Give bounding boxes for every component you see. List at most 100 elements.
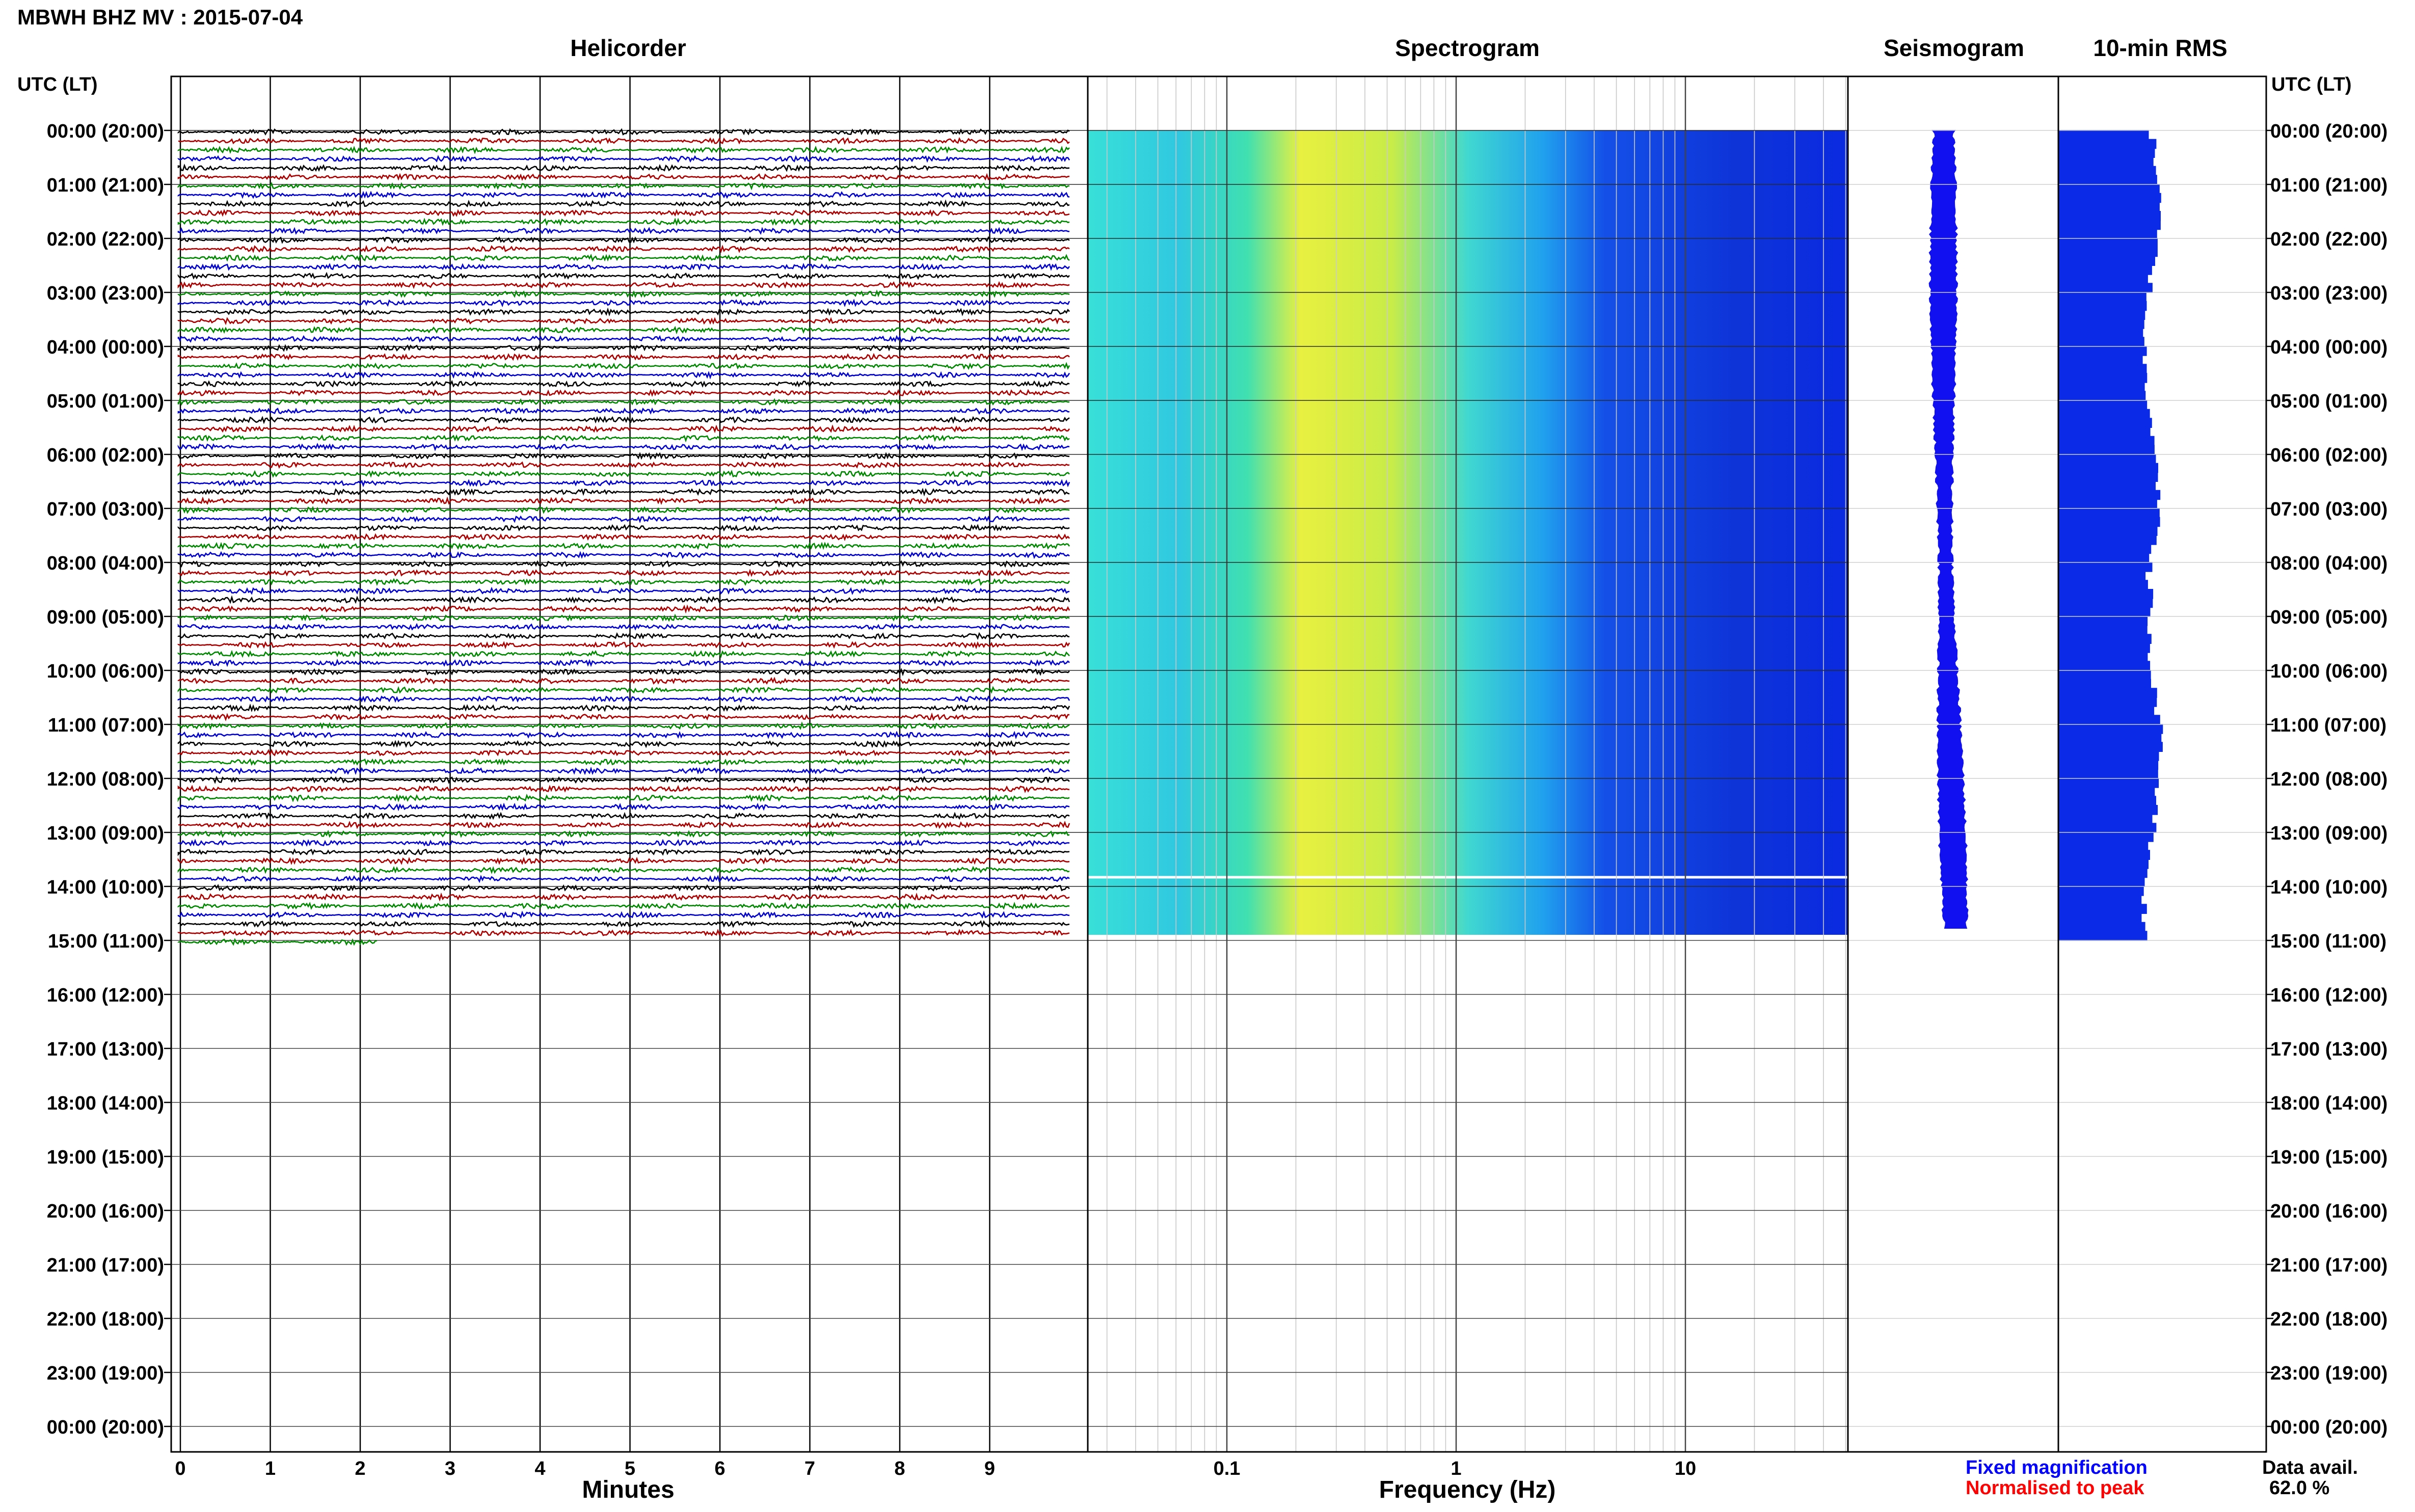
seismogram-trace	[1928, 130, 1969, 929]
helicorder-trace-line	[177, 469, 1070, 478]
helicorder-trace-line	[177, 632, 1070, 640]
time-label-right: 13:00 (09:00)	[2270, 823, 2387, 844]
minute-tick-label: 5	[625, 1458, 635, 1479]
helicorder-trace-line	[177, 848, 1070, 856]
helicorder-trace-line	[177, 613, 1070, 622]
helicorder-trace-line	[177, 299, 1070, 308]
helicorder-trace-line	[177, 668, 1070, 677]
time-label-right: 03:00 (23:00)	[2270, 283, 2387, 304]
minute-tick-label: 4	[534, 1458, 545, 1479]
time-label-left: 11:00 (07:00)	[48, 715, 164, 736]
helicorder-trace-line	[177, 875, 1070, 883]
helicorder-trace-line	[177, 524, 1070, 532]
time-label-right: 09:00 (05:00)	[2270, 607, 2387, 628]
time-label-right: 05:00 (01:00)	[2270, 391, 2387, 412]
panel-title-spectrogram: Spectrogram	[1395, 35, 1540, 61]
helicorder-trace-line	[177, 155, 1070, 163]
helicorder-trace-line	[177, 775, 1070, 785]
frequency-tick-label: 10	[1675, 1458, 1696, 1479]
helicorder-trace-line	[177, 542, 1070, 550]
helicorder-trace-line	[177, 766, 1070, 775]
helicorder-trace-line	[177, 289, 1070, 299]
time-label-left: 19:00 (15:00)	[47, 1147, 164, 1168]
helicorder-trace-line	[177, 253, 1070, 262]
helicorder-trace-line	[177, 370, 1070, 380]
helicorder-trace-line	[177, 407, 1070, 415]
helicorder-trace-line	[177, 929, 1070, 937]
helicorder-trace-line	[177, 650, 1070, 658]
helicorder-trace-line	[177, 802, 1070, 812]
time-label-right: 00:00 (20:00)	[2270, 1417, 2387, 1438]
time-label-right: 04:00 (00:00)	[2270, 337, 2387, 358]
helicorder-trace-line	[177, 658, 1070, 667]
helicorder-trace-line	[177, 173, 1070, 181]
helicorder-trace-line	[177, 344, 1070, 352]
data-availability-label: Data avail.	[2262, 1457, 2358, 1478]
helicorder-trace-line	[177, 731, 1070, 740]
minute-tick-label: 9	[984, 1458, 995, 1479]
helicorder-trace-line	[177, 623, 1070, 631]
helicorder-trace-line	[177, 785, 1070, 793]
time-label-left: 01:00 (21:00)	[47, 175, 164, 196]
axis-labels: 00:00 (20:00) 00:00 (20:00) 01:00 (21:00) 0…	[47, 121, 2388, 1479]
helicorder-trace-line	[177, 686, 1070, 694]
helicorder-trace-line	[177, 856, 1070, 866]
helicorder-trace-line	[177, 317, 1070, 326]
helicorder-trace-line	[177, 434, 1070, 443]
helicorder-trace-line	[177, 199, 1070, 208]
helicorder-trace-line	[177, 181, 1069, 191]
helicorder-trace-line	[177, 794, 1070, 802]
time-label-right: 12:00 (08:00)	[2270, 769, 2387, 790]
time-label-left: 22:00 (18:00)	[47, 1309, 164, 1330]
minute-tick-label: 2	[355, 1458, 365, 1479]
panel-title-rms: 10-min RMS	[2093, 35, 2227, 61]
time-label-right: 19:00 (15:00)	[2270, 1147, 2387, 1168]
time-label-left: 12:00 (08:00)	[47, 769, 164, 790]
utc-lt-label-left: UTC (LT)	[17, 74, 98, 95]
helicorder-trace-line	[177, 884, 1070, 892]
time-label-left: 07:00 (03:00)	[47, 499, 164, 520]
frequency-tick-label: 0.1	[1214, 1458, 1241, 1479]
helicorder-trace-line	[177, 496, 1070, 505]
panel-frame	[2057, 75, 2267, 1453]
time-label-right: 14:00 (10:00)	[2270, 877, 2387, 898]
helicorder-trace-line	[178, 137, 1070, 145]
helicorder-trace-line	[177, 910, 1070, 919]
helicorder-trace-line	[177, 695, 1070, 703]
helicorder-trace-line	[177, 569, 1070, 577]
xlabel-minutes: Minutes	[582, 1476, 674, 1503]
helicorder-trace-line	[177, 839, 1070, 847]
time-label-right: 16:00 (12:00)	[2270, 985, 2387, 1006]
minute-tick-label: 8	[894, 1458, 905, 1479]
data-availability-value: 62.0 %	[2269, 1477, 2329, 1499]
helicorder-trace-line	[177, 595, 1070, 605]
minute-tick-label: 1	[265, 1458, 276, 1479]
time-label-left: 20:00 (16:00)	[47, 1201, 164, 1222]
utc-lt-label-right: UTC (LT)	[2271, 74, 2352, 95]
minute-tick-label: 7	[804, 1458, 815, 1479]
time-label-left: 14:00 (10:00)	[47, 877, 164, 898]
helicorder-trace-line	[177, 262, 1070, 271]
time-label-left: 10:00 (06:00)	[47, 661, 164, 682]
helicorder-trace-line	[177, 397, 1070, 406]
helicorder-trace-line	[177, 307, 1070, 317]
panel-title-seismogram: Seismogram	[1884, 35, 2024, 61]
helicorder-trace-line	[177, 424, 1070, 434]
time-label-left: 21:00 (17:00)	[47, 1255, 164, 1276]
time-label-left: 17:00 (13:00)	[47, 1039, 164, 1060]
helicorder-trace-line	[177, 236, 1070, 244]
time-label-right: 02:00 (22:00)	[2270, 229, 2387, 250]
helicorder-trace-line	[177, 164, 1070, 172]
helicorder-trace-line	[177, 586, 1070, 596]
time-label-left: 03:00 (23:00)	[47, 283, 164, 304]
minute-tick-label: 0	[175, 1458, 185, 1479]
time-label-right: 00:00 (20:00)	[2270, 121, 2387, 142]
helicorder-trace-line	[177, 560, 1070, 568]
helicorder-trace-line	[177, 281, 1070, 290]
helicorder-trace-line	[177, 812, 1070, 820]
helicorder-trace-line	[177, 209, 1070, 217]
helicorder-trace-line	[177, 335, 1070, 344]
helicorder-trace-line	[177, 604, 1070, 614]
time-label-right: 22:00 (18:00)	[2270, 1309, 2387, 1330]
